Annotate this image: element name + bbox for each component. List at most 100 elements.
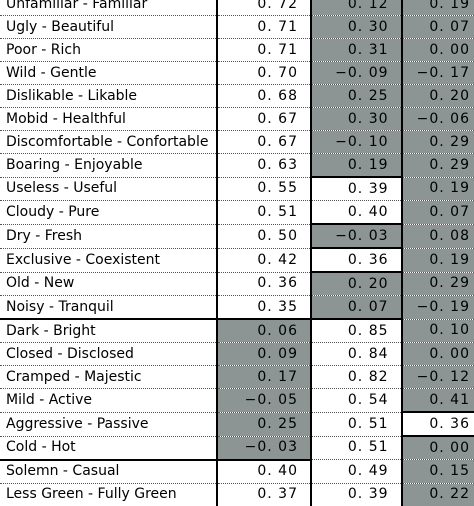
loading-cell-factor-1: 0. 09: [215, 342, 311, 366]
loading-cell-factor-1: 0. 67: [215, 130, 311, 154]
loading-cell-factor-1: 0. 42: [215, 247, 311, 272]
table-row: Wild - Gentle 0. 70 −0. 09 −0. 17: [0, 61, 474, 85]
loading-cell-factor-1: 0. 25: [215, 411, 311, 436]
loading-cell-factor-2: 0. 39: [309, 176, 402, 201]
row-label: Dark - Bright: [0, 318, 217, 343]
loading-cell-factor-1: 0. 68: [215, 84, 311, 108]
loading-cell-factor-2: −0. 10: [309, 130, 402, 154]
loading-cell-factor-3: −0. 12: [400, 365, 474, 389]
table-row: Unfamiliar - Familiar 0. 72 0. 12 0. 19: [0, 0, 474, 16]
row-label: Discomfortable - Confortable: [0, 130, 217, 154]
loading-cell-factor-2: 0. 54: [309, 388, 402, 412]
loading-cell-factor-3: 0. 36: [400, 411, 474, 436]
row-label: Boaring - Enjoyable: [0, 153, 217, 177]
loading-cell-factor-3: 0. 41: [400, 388, 474, 412]
loading-cell-factor-3: 0. 19: [400, 247, 474, 272]
loading-cell-factor-1: 0. 17: [215, 365, 311, 389]
loading-cell-factor-1: 0. 63: [215, 153, 311, 177]
table-row: Less Green - Fully Green 0. 37 0. 39 0. 22: [0, 482, 474, 506]
loading-cell-factor-1: 0. 40: [215, 458, 311, 483]
loading-cell-factor-2: 0. 30: [309, 107, 402, 131]
loading-cell-factor-2: 0. 12: [309, 0, 402, 16]
table-row: Cloudy - Pure 0. 51 0. 40 0. 07: [0, 200, 474, 224]
loading-cell-factor-2: 0. 19: [309, 153, 402, 177]
loading-cell-factor-3: 0. 19: [400, 176, 474, 201]
table-row: Old - New 0. 36 0. 20 0. 29: [0, 271, 474, 296]
loading-cell-factor-3: −0. 19: [400, 295, 474, 319]
row-label: Cold - Hot: [0, 435, 217, 460]
loading-cell-factor-1: 0. 72: [215, 0, 311, 16]
row-label: Cloudy - Pure: [0, 200, 217, 224]
loading-cell-factor-3: 0. 20: [400, 84, 474, 108]
row-label: Exclusive - Coexistent: [0, 247, 217, 272]
loading-cell-factor-2: 0. 85: [309, 318, 402, 343]
row-label: Less Green - Fully Green: [0, 482, 217, 506]
loading-cell-factor-1: 0. 70: [215, 61, 311, 85]
loading-cell-factor-3: 0. 29: [400, 153, 474, 177]
loading-cell-factor-1: 0. 71: [215, 15, 311, 39]
loading-cell-factor-3: 0. 10: [400, 318, 474, 343]
loading-cell-factor-2: 0. 36: [309, 247, 402, 272]
loading-cell-factor-2: 0. 40: [309, 200, 402, 224]
loading-cell-factor-2: 0. 51: [309, 435, 402, 460]
row-label: Noisy - Tranquil: [0, 295, 217, 319]
loading-cell-factor-1: 0. 35: [215, 295, 311, 319]
loading-cell-factor-1: 0. 51: [215, 200, 311, 224]
table-row: Useless - Useful 0. 55 0. 39 0. 19: [0, 176, 474, 201]
row-label: Solemn - Casual: [0, 458, 217, 483]
table-row: Aggressive - Passive 0. 25 0. 51 0. 36: [0, 411, 474, 436]
table-row: Dry - Fresh 0. 50 −0. 03 0. 08: [0, 223, 474, 248]
loading-cell-factor-2: −0. 09: [309, 61, 402, 85]
loading-cell-factor-1: 0. 71: [215, 38, 311, 62]
loading-cell-factor-3: −0. 17: [400, 61, 474, 85]
table-row: Mild - Active −0. 05 0. 54 0. 41: [0, 388, 474, 412]
loading-cell-factor-1: −0. 05: [215, 388, 311, 412]
table-row: Closed - Disclosed 0. 09 0. 84 0. 00: [0, 342, 474, 366]
row-label: Wild - Gentle: [0, 61, 217, 85]
loading-cell-factor-1: −0. 03: [215, 435, 311, 460]
loading-cell-factor-3: 0. 07: [400, 200, 474, 224]
loading-cell-factor-1: 0. 37: [215, 482, 311, 506]
table-row: Boaring - Enjoyable 0. 63 0. 19 0. 29: [0, 153, 474, 177]
loading-cell-factor-2: 0. 31: [309, 38, 402, 62]
loading-cell-factor-1: 0. 55: [215, 176, 311, 201]
loading-cell-factor-1: 0. 50: [215, 223, 311, 248]
row-label: Old - New: [0, 271, 217, 296]
row-label: Mobid - Healthful: [0, 107, 217, 131]
loading-cell-factor-2: −0. 03: [309, 223, 402, 248]
table-row: Ugly - Beautiful 0. 71 0. 30 0. 07: [0, 15, 474, 39]
loading-cell-factor-3: 0. 29: [400, 130, 474, 154]
loading-cell-factor-3: 0. 08: [400, 223, 474, 248]
row-label: Dry - Fresh: [0, 223, 217, 248]
loading-cell-factor-2: 0. 25: [309, 84, 402, 108]
loading-cell-factor-3: 0. 15: [400, 459, 474, 483]
loading-cell-factor-2: 0. 51: [309, 411, 402, 436]
loading-cell-factor-3: −0. 06: [400, 107, 474, 131]
loading-cell-factor-3: 0. 00: [400, 435, 474, 460]
loading-cell-factor-3: 0. 07: [400, 15, 474, 39]
loading-cell-factor-2: 0. 30: [309, 15, 402, 39]
table-row: Noisy - Tranquil 0. 35 0. 07 −0. 19: [0, 295, 474, 319]
row-label: Closed - Disclosed: [0, 342, 217, 366]
row-label: Useless - Useful: [0, 176, 217, 201]
loading-cell-factor-2: 0. 07: [309, 295, 402, 319]
table-row: Dark - Bright 0. 06 0. 85 0. 10: [0, 318, 474, 343]
loading-cell-factor-2: 0. 49: [309, 459, 402, 483]
loading-cell-factor-1: 0. 67: [215, 107, 311, 131]
loading-cell-factor-3: 0. 29: [400, 271, 474, 296]
table-row: Mobid - Healthful 0. 67 0. 30 −0. 06: [0, 107, 474, 131]
loading-cell-factor-1: 0. 06: [215, 318, 311, 343]
table-row: Solemn - Casual 0. 40 0. 49 0. 15: [0, 458, 474, 483]
row-label: Unfamiliar - Familiar: [0, 0, 217, 16]
loading-cell-factor-3: 0. 22: [400, 482, 474, 506]
row-label: Cramped - Majestic: [0, 365, 217, 389]
loading-cell-factor-3: 0. 00: [400, 342, 474, 366]
loading-cell-factor-1: 0. 36: [215, 271, 311, 296]
loading-cell-factor-2: 0. 20: [309, 271, 402, 296]
row-label: Ugly - Beautiful: [0, 15, 217, 39]
table-row: Discomfortable - Confortable 0. 67 −0. 10 0…: [0, 130, 474, 154]
loading-cell-factor-3: 0. 19: [400, 0, 474, 16]
loading-cell-factor-3: 0. 00: [400, 38, 474, 62]
